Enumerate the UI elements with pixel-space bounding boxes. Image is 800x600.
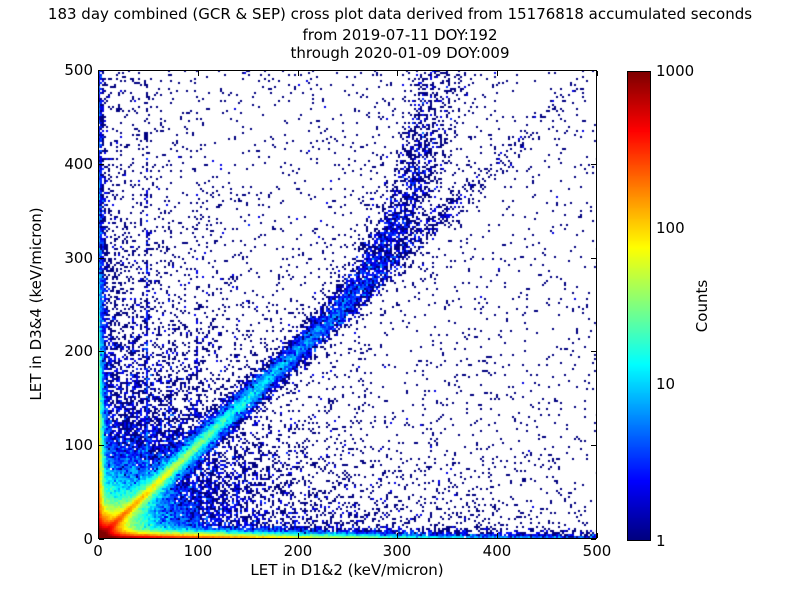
x-axis-label: LET in D1&2 (keV/micron) bbox=[250, 561, 444, 579]
x-tick-mark-top bbox=[497, 71, 498, 76]
x-tick-mark-top bbox=[597, 71, 598, 76]
colorbar-tick-label: 10 bbox=[656, 375, 676, 393]
y-tick-mark-right bbox=[591, 70, 596, 71]
figure-title-line-2: from 2019-07-11 DOY:192 bbox=[302, 26, 498, 44]
y-tick-label: 400 bbox=[64, 155, 93, 173]
y-tick-mark bbox=[99, 164, 104, 165]
y-tick-label: 200 bbox=[64, 342, 93, 360]
scatter-density-canvas bbox=[98, 70, 597, 539]
y-tick-mark-right bbox=[591, 258, 596, 259]
x-tick-mark bbox=[397, 533, 398, 538]
x-tick-mark bbox=[98, 533, 99, 538]
x-tick-mark-top bbox=[98, 71, 99, 76]
y-tick-label: 300 bbox=[64, 249, 93, 267]
colorbar-tick-label: 1000 bbox=[656, 62, 695, 80]
colorbar-tick-label: 1 bbox=[656, 532, 666, 550]
x-tick-label: 400 bbox=[482, 542, 512, 560]
y-tick-mark bbox=[99, 351, 104, 352]
y-tick-label: 100 bbox=[64, 436, 93, 454]
colorbar-gradient-canvas bbox=[628, 72, 650, 540]
x-tick-mark-top bbox=[397, 71, 398, 76]
x-tick-mark bbox=[298, 533, 299, 538]
x-tick-mark bbox=[198, 533, 199, 538]
x-tick-label: 100 bbox=[183, 542, 213, 560]
figure-title-line-3: through 2020-01-09 DOY:009 bbox=[290, 44, 510, 62]
colorbar-label: Counts bbox=[693, 279, 711, 333]
x-tick-mark-top bbox=[298, 71, 299, 76]
y-tick-mark bbox=[99, 539, 104, 540]
colorbar-frame bbox=[627, 71, 651, 541]
y-tick-mark-right bbox=[591, 351, 596, 352]
colorbar-tick-label: 100 bbox=[656, 219, 685, 237]
x-tick-label: 0 bbox=[93, 542, 103, 560]
x-tick-label: 500 bbox=[582, 542, 612, 560]
y-tick-mark-right bbox=[591, 539, 596, 540]
y-tick-mark bbox=[99, 70, 104, 71]
x-tick-label: 300 bbox=[382, 542, 412, 560]
x-tick-label: 200 bbox=[283, 542, 313, 560]
x-tick-mark bbox=[497, 533, 498, 538]
x-tick-mark-top bbox=[198, 71, 199, 76]
figure-title-line-1: 183 day combined (GCR & SEP) cross plot … bbox=[47, 5, 753, 23]
y-tick-mark bbox=[99, 445, 104, 446]
y-tick-label: 500 bbox=[64, 61, 93, 79]
y-tick-label: 0 bbox=[83, 530, 93, 548]
y-tick-mark-right bbox=[591, 164, 596, 165]
axes-frame bbox=[98, 70, 597, 539]
y-tick-mark-right bbox=[591, 445, 596, 446]
y-axis-label: LET in D3&4 (keV/micron) bbox=[27, 207, 45, 401]
x-tick-mark bbox=[597, 533, 598, 538]
y-tick-mark bbox=[99, 258, 104, 259]
